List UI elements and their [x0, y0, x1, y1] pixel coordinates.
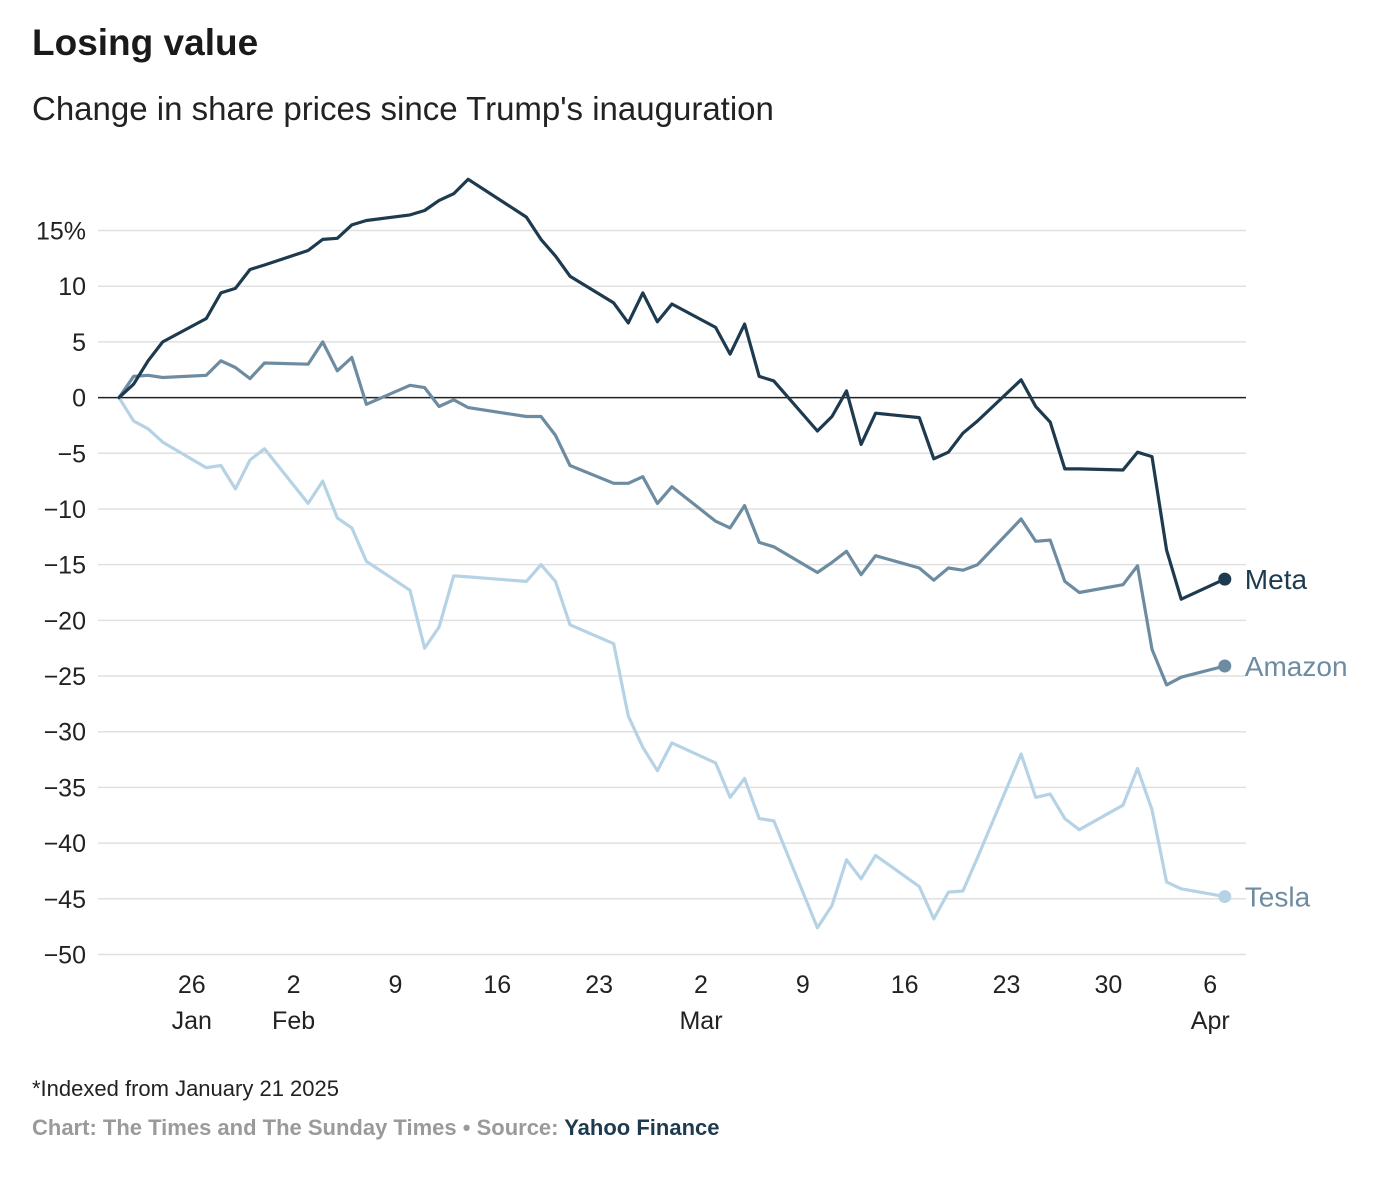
- x-tick-label: 6: [1203, 971, 1217, 999]
- chart-credit: Chart: The Times and The Sunday Times • …: [32, 1115, 719, 1141]
- y-tick-label: −15: [44, 552, 86, 580]
- series-lines: [117, 177, 1227, 930]
- y-axis-labels: 15% 10 5 0 −5 −10 −15 −20 −25 −30 −35 −40 −45 −50: [36, 218, 86, 970]
- source-link[interactable]: Yahoo Finance: [564, 1115, 720, 1140]
- end-marker-meta: [1218, 572, 1232, 586]
- y-tick-label: −5: [57, 440, 86, 468]
- x-tick-month-label: Jan: [172, 1007, 212, 1035]
- chart-subtitle: Change in share prices since Trump's ina…: [32, 90, 774, 127]
- y-tick-label: −10: [44, 496, 86, 524]
- series-line-meta: [117, 177, 1227, 601]
- chart-title: Losing value: [32, 22, 259, 63]
- y-tick-label: −45: [44, 886, 86, 914]
- x-tick-label: 9: [796, 971, 810, 999]
- series-label-amazon: Amazon: [1245, 651, 1348, 682]
- y-tick-label: −20: [44, 607, 86, 635]
- y-tick-label: 10: [58, 273, 86, 301]
- x-tick-label: 2: [694, 971, 708, 999]
- y-tick-label: −40: [44, 830, 86, 858]
- y-tick-label: −35: [44, 774, 86, 802]
- x-tick-month-label: Mar: [679, 1007, 722, 1035]
- x-tick-month-label: Apr: [1191, 1007, 1230, 1035]
- y-tick-label: −50: [44, 942, 86, 970]
- x-tick-label: 2: [287, 971, 301, 999]
- y-tick-label: 0: [72, 385, 86, 413]
- x-tick-label: 9: [388, 971, 402, 999]
- gridlines: [98, 229, 1246, 956]
- series-label-tesla: Tesla: [1245, 882, 1311, 913]
- end-marker-tesla: [1218, 890, 1232, 904]
- y-tick-label: −30: [44, 719, 86, 747]
- x-tick-label: 26: [178, 971, 206, 999]
- x-tick-label: 30: [1094, 971, 1122, 999]
- end-marker-amazon: [1218, 659, 1232, 673]
- x-tick-label: 16: [483, 971, 511, 999]
- x-tick-month-label: Feb: [272, 1007, 315, 1035]
- series-end-markers: Meta Amazon Tesla: [1218, 564, 1348, 913]
- source-label: Source:: [476, 1115, 559, 1140]
- x-tick-label: 23: [585, 971, 613, 999]
- index-note: *Indexed from January 21 2025: [32, 1076, 339, 1101]
- series-line-amazon: [117, 340, 1227, 687]
- series-line-tesla: [117, 396, 1227, 930]
- series-label-meta: Meta: [1245, 564, 1308, 595]
- credit-separator: •: [462, 1115, 471, 1140]
- y-tick-label: 15%: [36, 218, 86, 246]
- x-axis-labels: 26 Jan 2 Feb 9 16 23 2 Mar 9 16 23 30 6 Apr: [172, 971, 1230, 1035]
- y-tick-label: −25: [44, 663, 86, 691]
- x-tick-label: 16: [891, 971, 919, 999]
- x-tick-label: 23: [993, 971, 1021, 999]
- y-tick-label: 5: [72, 329, 86, 357]
- credit-prefix: Chart: The Times and The Sunday Times: [32, 1115, 457, 1140]
